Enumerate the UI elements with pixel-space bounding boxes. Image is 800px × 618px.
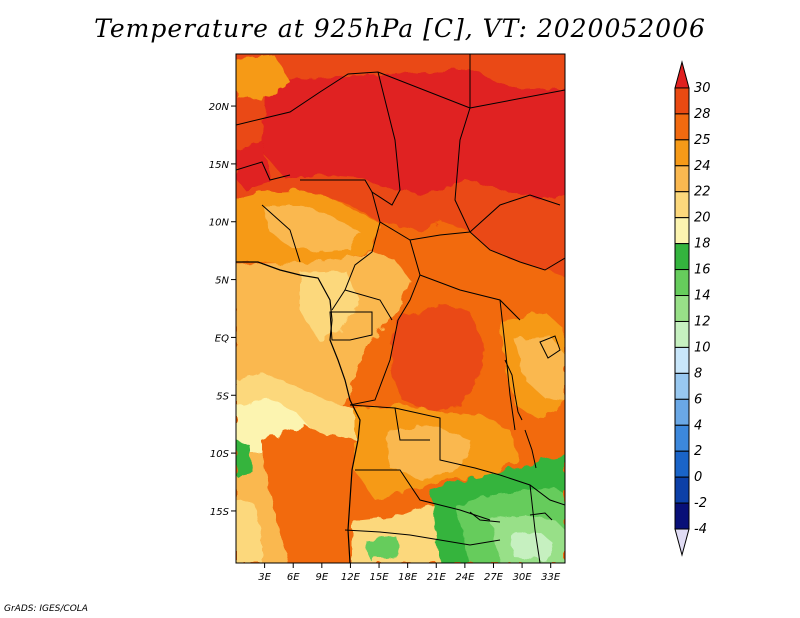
colorbar-swatch xyxy=(674,113,690,141)
colorbar-bottom-triangle xyxy=(674,528,690,557)
colorbar-swatch xyxy=(674,398,690,426)
temperature-field xyxy=(236,54,565,563)
lat-axis: 20N 15N 10N 5N EQ 5S 10S 15S xyxy=(209,102,236,518)
coastline xyxy=(236,261,361,563)
lat-tick-label: 5S xyxy=(216,391,229,402)
field-14-angola xyxy=(365,535,400,560)
colorbar-label: 22 xyxy=(694,185,711,200)
country-borders xyxy=(236,54,565,563)
colorbar-label: 4 xyxy=(694,418,702,433)
colorbar-label: 8 xyxy=(694,366,702,381)
colorbar-swatch xyxy=(674,450,690,478)
lon-tick-label: 30E xyxy=(513,572,533,583)
colorbar-swatch xyxy=(674,87,690,115)
colorbar-label: 25 xyxy=(694,133,711,148)
colorbar-swatch xyxy=(674,295,690,322)
colorbar-label: 0 xyxy=(694,470,702,485)
colorbar-label: 20 xyxy=(694,211,711,226)
lon-tick-label: 15E xyxy=(370,572,390,583)
colorbar-label: 28 xyxy=(694,107,711,122)
lon-tick-label: 33E xyxy=(541,572,561,583)
lat-tick-label: EQ xyxy=(215,333,229,344)
colorbar-label: 14 xyxy=(694,289,711,304)
colorbar-swatch xyxy=(674,217,690,245)
lat-tick-label: 10N xyxy=(209,218,230,229)
colorbar-label: 10 xyxy=(694,340,711,355)
lon-tick-label: 18E xyxy=(398,572,418,583)
field-20-sw xyxy=(236,500,262,563)
lakes xyxy=(469,335,561,523)
field-16-coast xyxy=(236,440,252,480)
lat-tick-label: 15N xyxy=(209,160,230,171)
field-24-nw xyxy=(236,56,290,100)
lon-tick-label: 27E xyxy=(484,572,504,583)
field-22-west xyxy=(262,205,360,252)
lat-tick-label: 15S xyxy=(210,507,230,518)
field-22-east xyxy=(515,336,565,400)
colorbar-label: -2 xyxy=(694,496,707,511)
lat-tick-label: 5N xyxy=(215,276,229,287)
colorbar-label: 24 xyxy=(694,159,711,174)
colorbar-swatch xyxy=(674,372,690,400)
lon-tick-label: 21E xyxy=(427,572,447,583)
colorbar-label: 2 xyxy=(694,444,702,459)
colorbar-swatch xyxy=(674,139,690,167)
colorbar-label: 30 xyxy=(694,81,711,96)
colorbar-swatch xyxy=(674,424,690,452)
colorbar-swatch xyxy=(674,243,690,271)
lon-tick-label: 12E xyxy=(341,572,361,583)
lon-tick-label: 9E xyxy=(315,572,328,583)
lat-tick-label: 10S xyxy=(210,449,230,460)
colorbar-label: 12 xyxy=(694,314,711,329)
field-30 xyxy=(260,70,565,200)
colorbar-swatch xyxy=(674,320,690,348)
colorbar-swatch xyxy=(674,476,690,504)
colorbar-swatch xyxy=(674,191,690,219)
colorbar-swatch xyxy=(674,165,690,193)
colorbar-swatch xyxy=(674,502,690,530)
lat-tick-label: 20N xyxy=(209,102,230,113)
colorbar-label: 6 xyxy=(694,392,702,407)
field-10-zimbabwe xyxy=(510,532,555,560)
map-title: Temperature at 925hPa [C], VT: 202005200… xyxy=(94,14,706,43)
colorbar-swatch xyxy=(674,346,690,374)
field-22-south xyxy=(385,425,470,478)
lon-tick-label: 3E xyxy=(258,572,271,583)
lon-tick-label: 6E xyxy=(287,572,300,583)
map-frame xyxy=(235,53,566,564)
lon-axis: 3E 6E 9E 12E 15E 18E 21E 24E 27E 30E 33E xyxy=(258,563,561,583)
colorbar-label: 16 xyxy=(694,263,711,278)
colorbar-swatch xyxy=(674,269,690,297)
colorbar-label: -4 xyxy=(694,522,707,537)
colorbar-label: 18 xyxy=(694,237,711,252)
footer-credit: GrADS: IGES/COLA xyxy=(4,604,88,614)
colorbar-top-triangle xyxy=(674,60,690,89)
field-28-congo xyxy=(390,305,485,412)
field-25-angola xyxy=(262,425,352,563)
lon-tick-label: 24E xyxy=(455,572,475,583)
